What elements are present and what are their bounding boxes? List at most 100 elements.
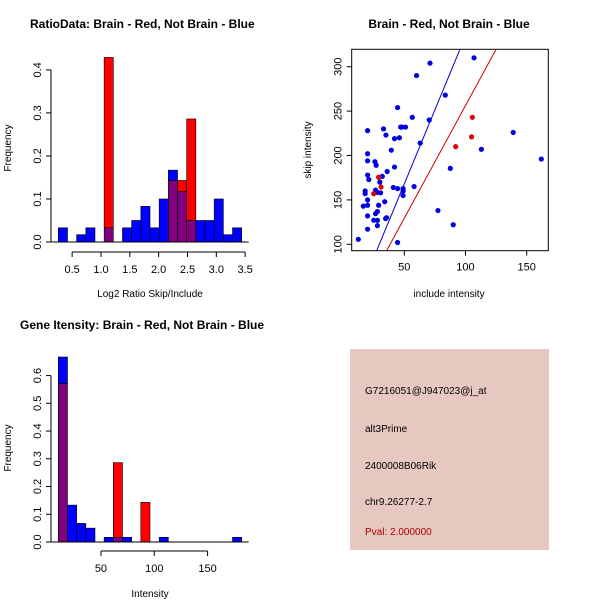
- gene-histogram-ylabel: Frequency: [3, 424, 14, 471]
- blue-point: [374, 217, 380, 223]
- y-tick-label: 0.2: [32, 148, 44, 163]
- blue-bar: [158, 536, 169, 543]
- scatter-ylabel: skip intensity: [303, 121, 314, 178]
- blue-bar: [57, 227, 68, 243]
- y-tick-label: 0.5: [32, 396, 44, 411]
- blue-bar: [131, 220, 142, 243]
- blue-bar: [103, 536, 114, 543]
- blue-point: [383, 215, 390, 221]
- ratio-histogram: RatioData: Brain - Red, Not Brain - Blue…: [3, 17, 255, 300]
- blue-point: [388, 147, 394, 153]
- blue-point: [447, 165, 453, 171]
- blue-bar: [232, 536, 242, 543]
- blue-point: [394, 104, 401, 111]
- red-bar: [103, 57, 114, 229]
- blue-point: [355, 236, 361, 242]
- x-tick-label: 50: [95, 563, 107, 575]
- x-tick-label: 2.5: [180, 264, 195, 276]
- overlap-bar: [186, 220, 197, 243]
- y-tick-label: 0.3: [32, 451, 44, 466]
- blue-point: [411, 183, 417, 190]
- y-tick-label: 0.2: [32, 479, 44, 494]
- blue-bar: [232, 227, 242, 243]
- blue-bar: [204, 220, 215, 243]
- x-tick-label: 150: [198, 563, 216, 575]
- red-bar: [140, 502, 151, 543]
- red-point: [468, 134, 475, 140]
- blue-point: [374, 223, 380, 229]
- y-tick-label: 100: [333, 235, 345, 253]
- blue-point: [365, 158, 371, 164]
- overlap-bar: [103, 227, 114, 243]
- y-tick-label: 0.3: [32, 105, 44, 120]
- blue-point: [510, 129, 516, 136]
- x-tick-label: 2.0: [151, 264, 166, 276]
- blue-point: [376, 202, 382, 208]
- blue-bar: [158, 198, 169, 243]
- overlap-bar: [113, 536, 123, 543]
- blue-point: [394, 186, 401, 192]
- y-tick-label: 0.4: [32, 62, 44, 77]
- red-point: [378, 184, 384, 190]
- blue-point: [391, 136, 398, 142]
- ratio-histogram-xlabel: Log2 Ratio Skip/Include: [97, 289, 203, 300]
- y-tick-label: 300: [333, 58, 345, 76]
- blue-bar: [76, 234, 87, 243]
- blue-bar: [122, 227, 132, 243]
- red-point: [453, 144, 459, 150]
- blue-point: [365, 151, 371, 157]
- y-tick-label: 0.0: [32, 534, 44, 549]
- blue-point: [442, 92, 448, 98]
- y-tick-label: 200: [333, 146, 345, 164]
- y-tick-label: 0.1: [32, 507, 44, 522]
- red-point: [469, 114, 475, 120]
- x-tick-label: 50: [398, 262, 410, 274]
- probe-id: G7216051@J947023@j_at: [365, 386, 487, 397]
- x-tick-label: 3.5: [238, 264, 253, 276]
- overlap-bar: [168, 180, 178, 243]
- blue-bar: [76, 523, 87, 543]
- blue-point: [396, 135, 403, 141]
- blue-point: [383, 132, 389, 138]
- blue-point: [382, 199, 388, 205]
- x-tick-label: 100: [456, 262, 474, 274]
- red-bar: [177, 180, 187, 192]
- blue-bar: [85, 227, 96, 243]
- red-bar: [186, 118, 197, 221]
- blue-bar: [168, 169, 178, 181]
- blue-bar: [67, 504, 77, 543]
- blue-point: [399, 124, 405, 130]
- y-tick-label: 0.0: [32, 234, 44, 249]
- blue-point: [426, 117, 432, 123]
- blue-point: [371, 217, 377, 223]
- blue-point: [362, 191, 368, 197]
- chromosome-location: chr9.26277-2.7: [365, 497, 433, 508]
- blue-bar: [195, 220, 206, 243]
- blue-point: [409, 114, 415, 120]
- red-bar: [113, 462, 123, 538]
- blue-point: [365, 213, 371, 219]
- plot-frame: [351, 48, 549, 252]
- blue-point: [365, 202, 371, 208]
- blue-bar: [140, 205, 151, 243]
- y-tick-label: 150: [333, 191, 345, 209]
- blue-point: [450, 222, 456, 228]
- blue-point: [400, 192, 406, 199]
- p-value: Pval: 2.000000: [365, 527, 432, 538]
- red-point: [376, 174, 382, 180]
- blue-point: [394, 239, 401, 246]
- scatter-title: Brain - Red, Not Brain - Blue: [368, 17, 530, 31]
- red-regression-line: [386, 49, 497, 251]
- blue-point: [417, 140, 423, 146]
- blue-point: [365, 128, 371, 134]
- scatter-xlabel: include intensity: [413, 289, 484, 300]
- y-tick-label: 0.6: [32, 368, 44, 383]
- x-tick-label: 100: [145, 563, 163, 575]
- x-tick-label: 1.5: [122, 264, 137, 276]
- blue-point: [360, 203, 366, 209]
- probe-info-box: G7216051@J947023@j_at alt3Prime 2400008B…: [350, 349, 549, 550]
- blue-point: [391, 164, 398, 170]
- ratio-histogram-title: RatioData: Brain - Red, Not Brain - Blue: [30, 17, 255, 31]
- blue-bar: [85, 527, 96, 543]
